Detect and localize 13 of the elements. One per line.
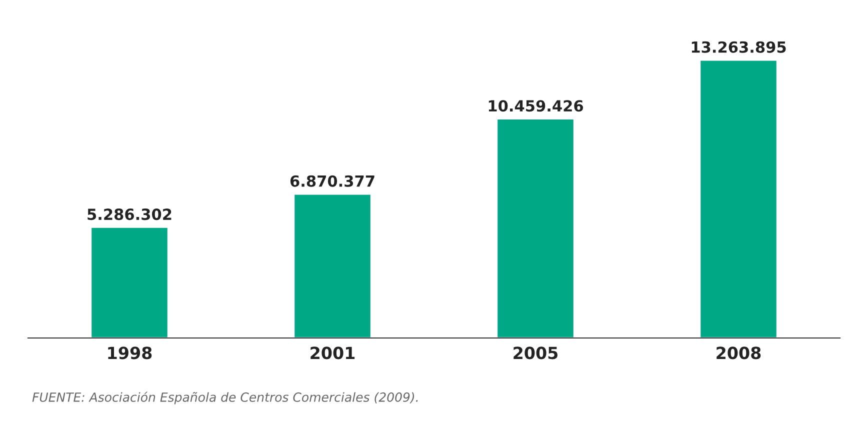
bar xyxy=(699,59,778,338)
data-label: 6.870.377 xyxy=(290,175,374,187)
bar xyxy=(293,193,372,338)
data-label: 10.459.426 xyxy=(488,100,584,112)
x-tick-label: 1998 xyxy=(108,346,152,360)
x-tick-label: 2008 xyxy=(716,346,761,360)
data-label: 13.263.895 xyxy=(692,41,786,53)
x-tick-label: 2005 xyxy=(514,346,558,360)
source-note: FUENTE: Asociación Española de Centros Comerciales (2009). xyxy=(32,392,418,404)
bar xyxy=(496,118,575,338)
bar xyxy=(90,226,169,338)
x-tick-label: 2001 xyxy=(310,346,355,360)
data-label: 5.286.302 xyxy=(88,208,172,220)
